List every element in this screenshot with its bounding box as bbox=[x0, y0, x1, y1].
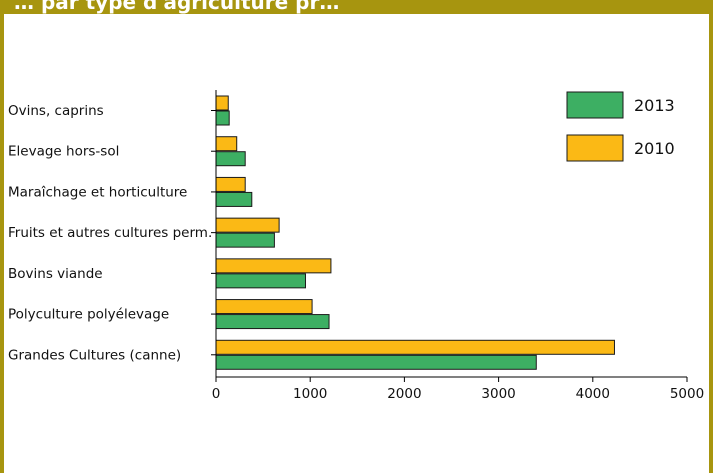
x-tick-label: 0 bbox=[212, 386, 221, 402]
bar-2010-2 bbox=[215, 176, 246, 192]
x-tick-label: 2000 bbox=[387, 386, 421, 402]
category-label: Grandes Cultures (canne) bbox=[8, 347, 181, 363]
frame-right-border bbox=[709, 14, 713, 473]
bar-2013-3 bbox=[215, 232, 275, 248]
category-label: Ovins, caprins bbox=[8, 103, 104, 119]
bar-2010-0 bbox=[215, 95, 229, 111]
bar-2013-2 bbox=[215, 191, 253, 207]
category-label: Fruits et autres cultures perm. bbox=[8, 225, 212, 241]
x-tick-label: 1000 bbox=[293, 386, 327, 402]
category-label: Elevage hors-sol bbox=[8, 144, 119, 160]
bar-2010-5 bbox=[215, 299, 313, 315]
frame-left-border bbox=[0, 14, 4, 473]
bar-2013-4 bbox=[215, 273, 306, 289]
header-bar: … par type d'agriculture pr… bbox=[0, 0, 713, 14]
bar-2010-6 bbox=[215, 339, 615, 355]
bar-2010-1 bbox=[215, 136, 238, 152]
header-title: … par type d'agriculture pr… bbox=[14, 0, 340, 14]
bar-2013-1 bbox=[215, 151, 246, 167]
bar-2013-0 bbox=[215, 110, 230, 126]
legend-label-2013: 2013 bbox=[634, 96, 675, 115]
bar-2010-3 bbox=[215, 217, 280, 233]
x-tick-label: 5000 bbox=[670, 386, 704, 402]
x-tick-label: 3000 bbox=[481, 386, 515, 402]
category-label: Maraîchage et horticulture bbox=[8, 184, 187, 200]
category-label: Bovins viande bbox=[8, 266, 103, 282]
legend-swatch-2010 bbox=[566, 134, 624, 162]
category-label: Polyculture polyélevage bbox=[8, 307, 169, 323]
x-tick-label: 4000 bbox=[576, 386, 610, 402]
bar-2013-6 bbox=[215, 354, 537, 370]
legend-label-2010: 2010 bbox=[634, 139, 675, 158]
legend-swatch-2013 bbox=[566, 91, 624, 119]
bar-2010-4 bbox=[215, 258, 332, 274]
bar-2013-5 bbox=[215, 314, 330, 330]
